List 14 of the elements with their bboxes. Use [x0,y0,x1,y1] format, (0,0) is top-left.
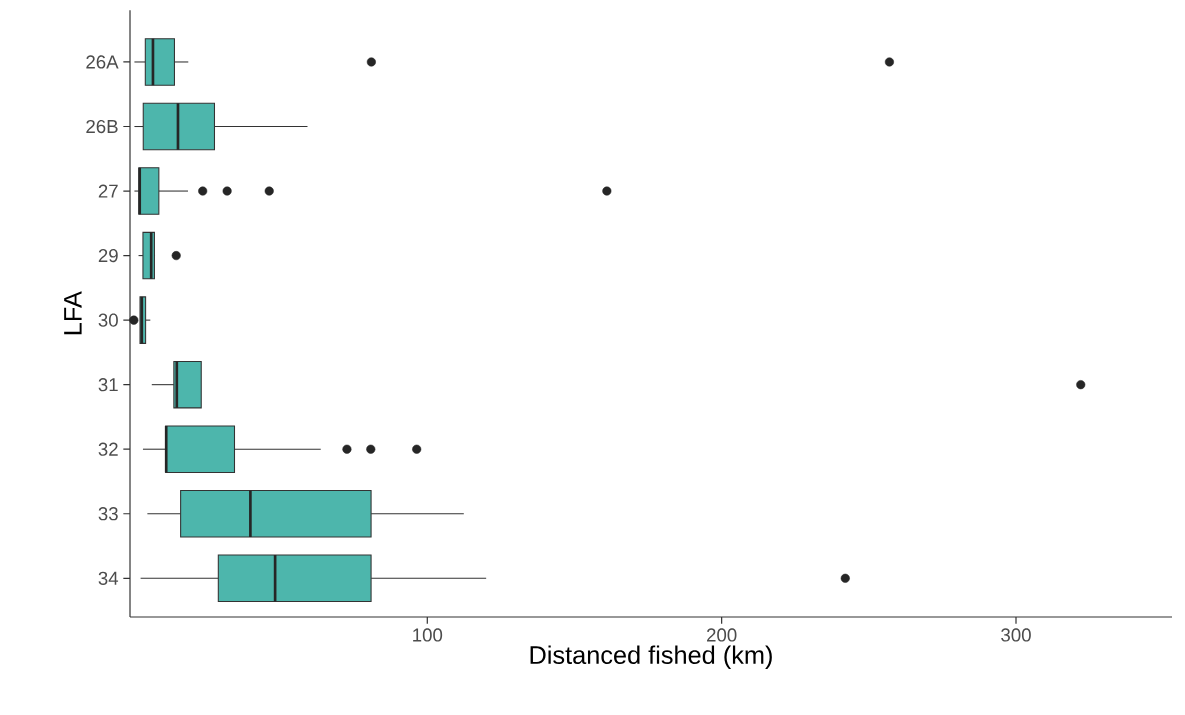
x-tick-label: 300 [1001,628,1031,642]
x-axis-title: Distanced fished (km) [530,645,772,670]
x-tick-label: 200 [707,628,737,642]
y-tick-label: 27 [98,184,118,198]
y-tick-label: 33 [98,507,118,521]
y-tick-label: 30 [98,313,118,327]
y-tick-label: 29 [98,248,118,263]
y-tick-label: 34 [98,571,119,585]
y-axis-title: LFA [64,291,82,335]
y-tick-label: 31 [98,378,118,392]
y-tick-label: 26A [86,55,119,69]
y-tick-label: 26B [86,119,118,134]
x-tick-label: 100 [413,628,443,642]
y-tick-label: 32 [98,442,118,456]
